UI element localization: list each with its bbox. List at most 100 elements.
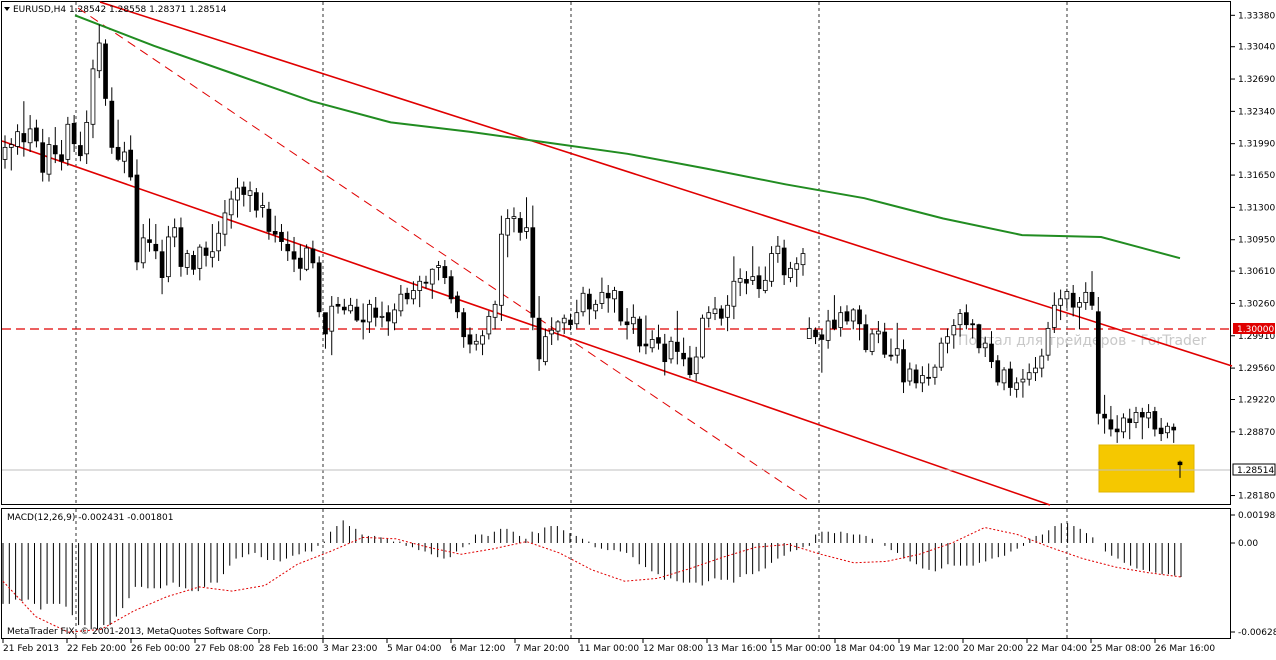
candle [536,296,542,371]
candle-body [681,352,686,360]
candle-body [901,349,906,383]
candle-body [825,320,831,341]
candle-body [1007,368,1013,388]
candle [888,338,894,361]
candle-body [844,311,850,322]
candle [1001,367,1007,391]
candle-body [46,144,52,175]
candle [687,345,693,379]
candle-body [1171,426,1177,431]
candle [543,328,548,366]
candle [78,131,83,162]
candle-body [279,231,284,242]
candle [693,346,699,382]
candle-body [744,279,749,284]
candle-body [1064,291,1070,300]
candle-body [706,312,712,319]
candle-body [750,276,756,281]
y-tick-label-4: 1.31990 [1238,140,1275,150]
upper-channel-line[interactable] [99,1,1233,367]
candle [1127,408,1133,440]
level-price-label: 1.30000 [1237,325,1274,335]
candle [725,295,730,332]
x-tick-label-14: 19 Mar 12:00 [899,644,959,654]
candle-body [863,324,869,351]
candle-body [712,308,718,315]
candle [505,209,511,258]
x-tick-label-0: 21 Feb 2013 [3,644,59,654]
candle-body [1051,304,1057,328]
candle-body [517,218,523,233]
candle [637,316,642,353]
candle-body [354,306,360,321]
candle [103,39,108,106]
candle [618,291,624,326]
candle [392,303,397,331]
dashed-trend-line[interactable] [77,7,809,501]
candle [731,256,737,320]
candle-body [668,340,674,360]
candle [1070,284,1076,317]
candle-body [656,337,661,344]
candle-body [260,205,265,208]
candle [27,115,33,152]
candle [756,266,762,298]
candle [656,324,661,350]
candle-body [1108,419,1114,430]
candle [1146,404,1151,429]
candle [624,308,630,340]
candle [649,330,655,353]
candle [813,327,818,345]
candle [159,239,165,295]
macd-signal-line[interactable] [2,526,1182,633]
x-tick-label-11: 13 Mar 16:00 [707,644,767,654]
candle [442,260,448,285]
candle-body [762,279,768,291]
moving-average-line[interactable] [74,14,1181,260]
candle [448,270,454,304]
candle [1165,422,1170,439]
candle [882,322,888,358]
candle [398,284,404,317]
candle [272,215,278,243]
candle-body [700,317,705,358]
candle-body [210,251,215,258]
candle-body [888,354,894,357]
candle-body [819,334,825,340]
candle [750,246,756,285]
dropdown-triangle-icon[interactable] [4,7,10,11]
candle-body [304,247,309,270]
candle [52,127,58,164]
x-tick-label-5: 3 Mar 23:00 [323,644,378,654]
candle-body [166,236,171,278]
candle [304,244,309,272]
candle-body [599,291,605,304]
candle-body [850,309,856,322]
candle [926,363,932,386]
candle [907,362,913,386]
candle-body [480,335,485,345]
candle-body [499,233,504,306]
x-tick-label-2: 26 Feb 00:00 [131,644,190,654]
lower-channel-line[interactable] [1,140,1051,506]
candle [511,207,517,233]
candle [59,139,64,171]
candle [197,244,203,281]
candle-body [857,309,862,325]
candle [1139,407,1145,440]
candle [1177,460,1183,478]
candle [599,277,605,309]
candle [480,330,485,356]
candle-body [1139,412,1145,418]
candle [96,24,102,79]
candle [34,119,39,148]
candle [580,286,586,317]
candle [1133,406,1139,429]
candle-body [687,357,693,375]
candle-body [813,329,818,338]
candle-body [869,333,875,352]
candle-body [310,248,316,264]
candle-body [442,266,448,278]
candle-body [649,339,655,349]
